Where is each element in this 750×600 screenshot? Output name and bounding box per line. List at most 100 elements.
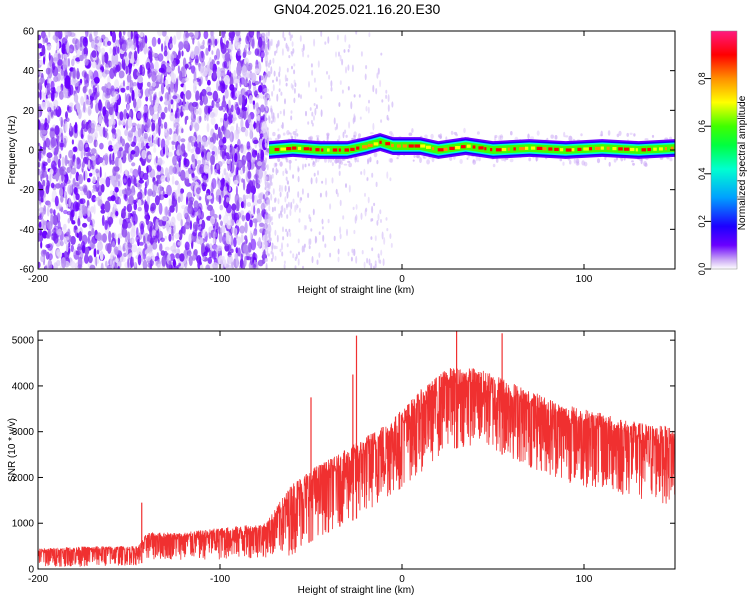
heatmap-noise-cell: [88, 159, 91, 170]
heatmap-noise-cell: [91, 227, 95, 236]
heatmap-noise-cell: [137, 75, 144, 84]
heatmap-noise-cell: [252, 218, 259, 224]
heatmap-noise-cell: [244, 129, 249, 137]
heatmap-noise-cell: [69, 32, 76, 38]
heatmap-noise-cell: [302, 265, 304, 269]
heatmap-noise-cell: [90, 120, 96, 129]
heatmap-noise-cell: [218, 226, 221, 235]
heatmap-noise-cell: [264, 45, 267, 54]
heatmap-noise-cell: [233, 78, 240, 84]
heatmap-noise-cell: [239, 169, 244, 175]
heatmap-noise-cell: [272, 112, 275, 120]
heatmap-noise-cell: [88, 109, 92, 115]
heatmap-noise-cell: [274, 198, 276, 203]
heatmap-noise-cell: [335, 188, 338, 195]
heatmap-noise-cell: [60, 132, 64, 143]
heatmap-haze-cell: [629, 132, 633, 135]
heatmap-noise-cell: [201, 151, 205, 158]
heatmap-noise-cell: [223, 113, 228, 122]
heatmap-noise-cell: [114, 79, 120, 90]
heatmap-noise-cell: [145, 215, 149, 226]
heatmap-noise-cell: [292, 174, 295, 179]
heatmap-noise-cell: [365, 106, 368, 112]
signal-band-core: [478, 146, 484, 150]
heatmap-noise-cell: [196, 187, 201, 195]
heatmap-noise-cell: [297, 167, 300, 172]
heatmap-noise-cell: [167, 151, 173, 157]
heatmap-noise-cell: [367, 106, 370, 114]
heatmap-noise-cell: [199, 163, 205, 174]
heatmap-noise-cell: [264, 228, 267, 236]
heatmap-noise-cell: [191, 173, 195, 178]
heatmap-noise-cell: [55, 183, 61, 189]
heatmap-noise-cell: [160, 82, 165, 95]
heatmap-haze-cell: [348, 162, 352, 168]
heatmap-noise-cell: [354, 216, 357, 224]
snr-y-axis-label: SNR (10 * v/v): [7, 418, 18, 482]
heatmap-noise-cell: [244, 221, 248, 234]
heatmap-noise-cell: [194, 45, 200, 57]
heatmap-noise-cell: [236, 160, 242, 168]
heatmap-noise-cell: [167, 228, 172, 235]
heatmap-noise-cell: [276, 43, 279, 51]
heatmap-noise-cell: [286, 77, 289, 82]
heatmap-haze-cell: [499, 134, 504, 141]
signal-band-core: [513, 147, 516, 151]
heatmap-noise-cell: [168, 86, 171, 95]
heatmap-noise-cell: [225, 234, 232, 245]
heatmap-haze-cell: [575, 158, 580, 164]
heatmap-noise-cell: [164, 167, 169, 178]
heatmap-noise-cell: [244, 80, 247, 87]
heatmap-noise-cell: [70, 209, 75, 218]
heatmap-noise-cell: [95, 152, 98, 159]
heatmap-noise-cell: [308, 163, 310, 167]
heatmap-noise-cell: [115, 210, 119, 217]
heatmap-noise-cell: [84, 71, 87, 79]
heatmap-noise-cell: [122, 189, 125, 195]
heatmap-noise-cell: [225, 172, 230, 184]
heatmap-haze-cell: [415, 155, 420, 158]
heatmap-noise-cell: [246, 202, 252, 207]
heatmap-noise-cell: [241, 94, 246, 107]
heatmap-noise-cell: [183, 83, 187, 95]
heatmap-noise-cell: [372, 84, 375, 93]
heatmap-noise-cell: [247, 114, 252, 124]
heatmap-noise-cell: [164, 235, 167, 240]
heatmap-noise-cell: [207, 204, 213, 211]
signal-band-core: [548, 147, 553, 151]
heatmap-noise-cell: [111, 96, 115, 106]
heatmap-noise-cell: [147, 68, 152, 78]
heatmap-noise-cell: [244, 44, 248, 51]
heatmap-noise-cell: [210, 192, 215, 204]
heatmap-haze-cell: [500, 135, 503, 138]
heatmap-noise-cell: [154, 183, 161, 194]
heatmap-noise-cell: [118, 189, 124, 197]
heatmap-noise-cell: [81, 244, 86, 254]
heatmap-noise-cell: [97, 241, 103, 252]
heatmap-noise-cell: [156, 138, 160, 146]
heatmap-noise-cell: [92, 176, 96, 184]
heatmap-noise-cell: [64, 121, 68, 133]
heatmap-noise-cell: [40, 255, 45, 263]
heatmap-haze-cell: [292, 131, 297, 135]
heatmap-noise-cell: [90, 155, 96, 161]
heatmap-haze-cell: [510, 131, 513, 136]
heatmap-noise-cell: [157, 263, 162, 269]
heatmap-haze-cell: [455, 133, 458, 137]
heatmap-haze-cell: [340, 161, 344, 165]
heatmap-noise-cell: [96, 176, 100, 182]
heatmap-noise-cell: [221, 75, 224, 83]
heatmap-noise-cell: [265, 32, 268, 38]
heatmap-haze-cell: [430, 133, 434, 139]
heatmap-noise-cell: [247, 65, 253, 71]
heatmap-noise-cell: [310, 228, 313, 232]
heatmap-noise-cell: [145, 256, 152, 262]
heatmap-noise-cell: [326, 71, 328, 75]
heatmap-haze-cell: [633, 133, 636, 137]
heatmap-noise-cell: [229, 158, 232, 171]
heatmap-noise-cell: [308, 238, 311, 246]
heatmap-noise-cell: [261, 121, 268, 134]
heatmap-noise-cell: [290, 110, 293, 114]
heatmap-noise-cell: [371, 172, 374, 178]
heatmap-noise-cell: [160, 63, 167, 74]
